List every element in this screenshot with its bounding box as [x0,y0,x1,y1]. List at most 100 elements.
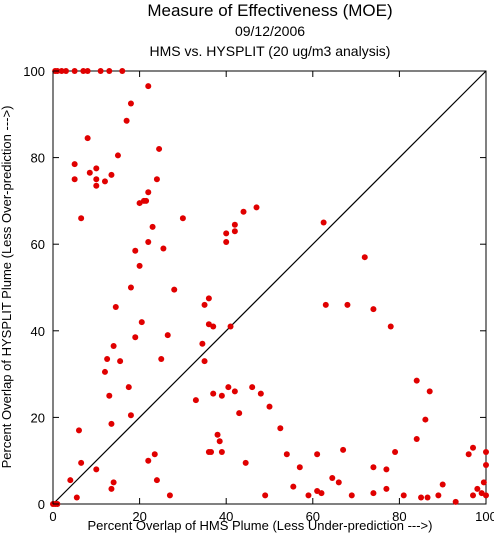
data-point [435,492,442,499]
data-point [257,390,264,397]
data-point [143,197,150,204]
data-point [132,334,139,341]
x-tick-label: 100 [475,509,494,524]
data-point [470,444,477,451]
data-point [156,145,163,152]
data-point [138,319,145,326]
data-point [242,459,249,466]
data-point [400,492,407,499]
data-point [210,390,217,397]
data-point [110,342,117,349]
y-tick-label: 40 [31,324,45,339]
data-point [71,161,78,168]
data-point [424,494,431,501]
data-point [127,412,134,419]
data-point [231,388,238,395]
data-point [225,384,232,391]
chart-title: Measure of Effectiveness (MOE) [147,1,392,20]
plot-area [50,68,489,507]
data-point [314,451,321,458]
y-axis-label: Percent Overlap of HYSPLIT Plume (Less O… [0,106,14,469]
data-point [136,262,143,269]
data-point [73,494,80,501]
data-point [340,446,347,453]
data-point [318,490,325,497]
data-point [151,451,158,458]
reference-diagonal-line [52,70,487,505]
data-point [199,340,206,347]
data-point [305,492,312,499]
data-point [75,427,82,434]
data-point [205,295,212,302]
data-point [93,176,100,183]
data-point [84,135,91,142]
data-point [108,420,115,427]
y-axis-ticks: 0 20 40 60 80 100 [23,64,486,512]
data-point [283,451,290,458]
data-point [145,457,152,464]
data-point [104,355,111,362]
y-tick-label: 60 [31,237,45,252]
data-point [119,68,126,74]
data-point [392,449,399,456]
data-point [112,303,119,310]
data-point [93,466,100,473]
data-point [58,68,65,74]
data-point [93,165,100,172]
data-point [160,245,167,252]
data-point [80,68,87,74]
data-point [67,477,74,484]
data-point [218,392,225,399]
data-point [231,221,238,228]
data-point [465,451,472,458]
data-point [344,301,351,308]
data-point [413,377,420,384]
data-point [179,215,186,222]
data-point [145,239,152,246]
data-point [480,479,487,486]
data-point [370,464,377,471]
x-tick-label: 40 [219,509,233,524]
data-point [214,431,221,438]
data-point [84,68,91,74]
data-point [164,332,171,339]
x-tick-label: 80 [392,509,406,524]
data-point [383,466,390,473]
data-point [71,176,78,183]
data-point [470,492,477,499]
data-point [387,323,394,330]
data-point [93,182,100,189]
data-point [127,100,134,107]
data-point [227,323,234,330]
data-point [426,388,433,395]
data-point [117,358,124,365]
data-point [262,492,269,499]
data-point [290,483,297,490]
data-point [192,397,199,404]
data-point [253,204,260,211]
data-point [201,358,208,365]
data-point [483,462,489,469]
data-point [145,83,152,90]
data-points [50,68,489,507]
data-point [223,230,230,237]
data-point [413,436,420,443]
y-tick-label: 100 [23,64,45,79]
data-point [101,178,108,185]
data-point [361,254,368,261]
data-point [71,68,78,74]
data-point [266,403,273,410]
data-point [329,475,336,482]
data-point [132,247,139,254]
data-point [149,223,156,230]
chart-subtitle: HMS vs. HYSPLIT (20 ug/m3 analysis) [150,43,391,59]
data-point [78,459,85,466]
data-point [62,68,69,74]
data-point [296,464,303,471]
data-point [218,449,225,456]
data-point [136,200,143,207]
data-point [483,449,489,456]
data-point [208,449,215,456]
